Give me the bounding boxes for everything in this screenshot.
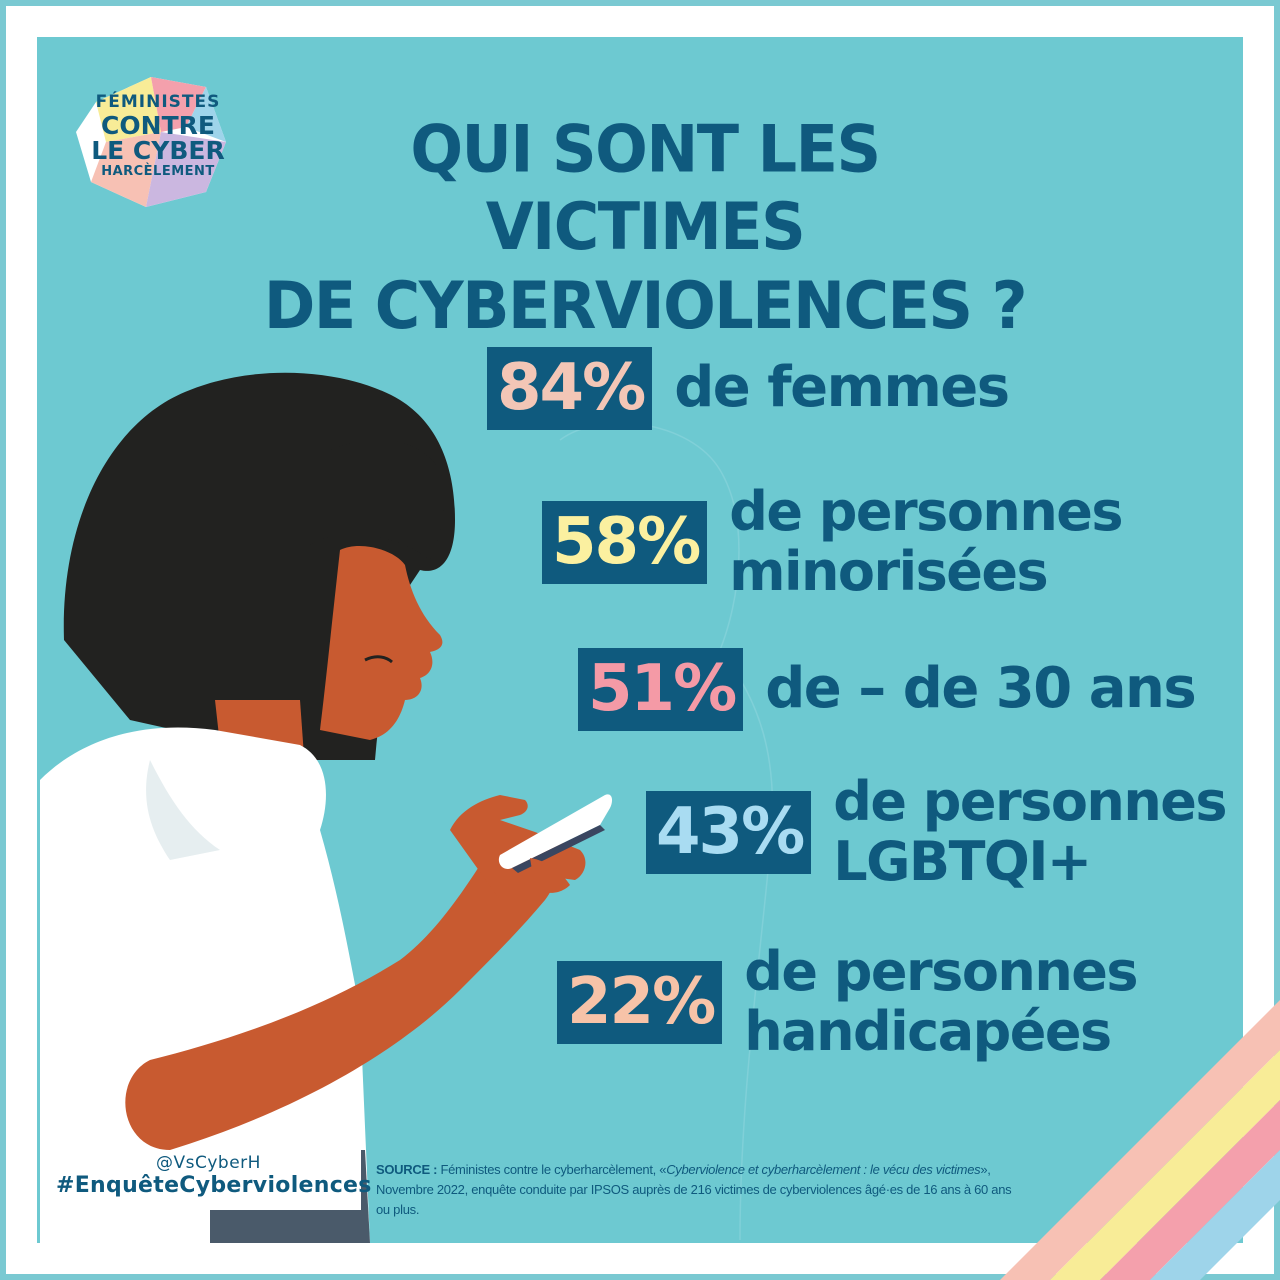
- stat-label-line-1: de personnes: [729, 480, 1123, 543]
- stat-lgbtqi: 43% de personnes LGBTQI+: [646, 770, 1228, 894]
- source-note: SOURCE : Féministes contre le cyberharcè…: [376, 1160, 1026, 1220]
- stat-label-line-2: LGBTQI+: [833, 830, 1092, 894]
- stat-label-line-1: de personnes: [744, 940, 1138, 1003]
- source-line-1: SOURCE : Féministes contre le cyberharcè…: [376, 1160, 1026, 1180]
- shirt: [40, 727, 370, 1243]
- logo-line-1: FÉMINISTES: [95, 92, 221, 112]
- source-text-1: Féministes contre le cyberharcèlement, «: [437, 1162, 667, 1177]
- source-line-2: Novembre 2022, enquête conduite par IPSO…: [376, 1182, 1012, 1218]
- stat-percent: 51%: [578, 648, 744, 731]
- title-line-1: QUI SONT LES VICTIMES: [410, 110, 881, 266]
- stat-label-line-2: minorisées: [729, 540, 1048, 604]
- stat-label: de – de 30 ans: [765, 656, 1197, 722]
- social-tag-box: @VsCyberH #EnquêteCyberviolences: [56, 1150, 372, 1210]
- stat-percent: 22%: [557, 960, 723, 1044]
- collar-shadow: [146, 760, 220, 860]
- eye: [364, 655, 393, 664]
- title-line-2: DE CYBERVIOLENCES ?: [263, 266, 1028, 344]
- stat-label: de personnes handicapées: [744, 940, 1138, 1064]
- phone-icon: [498, 794, 613, 869]
- stat-women: 84% de femmes: [487, 347, 1010, 430]
- stat-disabled: 22% de personnes handicapées: [557, 940, 1139, 1064]
- page-title: QUI SONT LES VICTIMES DE CYBERVIOLENCES …: [250, 110, 1040, 344]
- twitter-handle[interactable]: @VsCyberH: [156, 1153, 261, 1173]
- stat-label-line-1: de femmes: [674, 355, 1010, 421]
- rainbow-stripes-decoration: [1000, 1000, 1280, 1280]
- source-title: Cyberviolence et cyberharcèlement : le v…: [666, 1162, 981, 1177]
- stat-percent: 43%: [646, 790, 812, 874]
- stat-label-line-2: handicapées: [744, 1000, 1112, 1064]
- logo-wordmark: FÉMINISTES CONTRE LE CYBER HARCÈLEMENT: [78, 92, 238, 179]
- bangs: [310, 439, 445, 560]
- logo-line-4: HARCÈLEMENT: [101, 164, 215, 179]
- thumb: [530, 858, 570, 893]
- stat-label: de femmes: [674, 355, 1010, 421]
- stat-percent: 58%: [542, 500, 708, 584]
- logo-line-2: CONTRE: [101, 111, 215, 140]
- source-text-2: »,: [980, 1162, 991, 1177]
- source-label: SOURCE :: [376, 1162, 438, 1177]
- stat-label: de personnes minorisées: [729, 480, 1123, 604]
- stat-under-30: 51% de – de 30 ans: [578, 648, 1197, 731]
- stat-label-line-1: de – de 30 ans: [765, 656, 1197, 722]
- stat-percent: 84%: [487, 347, 653, 430]
- arm: [125, 845, 556, 1150]
- stat-minorities: 58% de personnes minorisées: [542, 480, 1124, 604]
- stat-label-line-1: de personnes: [833, 770, 1227, 833]
- face: [320, 545, 443, 740]
- feministes-logo-icon: [76, 77, 226, 207]
- logo-line-3: LE CYBER: [91, 136, 225, 165]
- hashtag[interactable]: #EnquêteCyberviolences: [56, 1173, 372, 1198]
- stat-label: de personnes LGBTQI+: [833, 770, 1227, 894]
